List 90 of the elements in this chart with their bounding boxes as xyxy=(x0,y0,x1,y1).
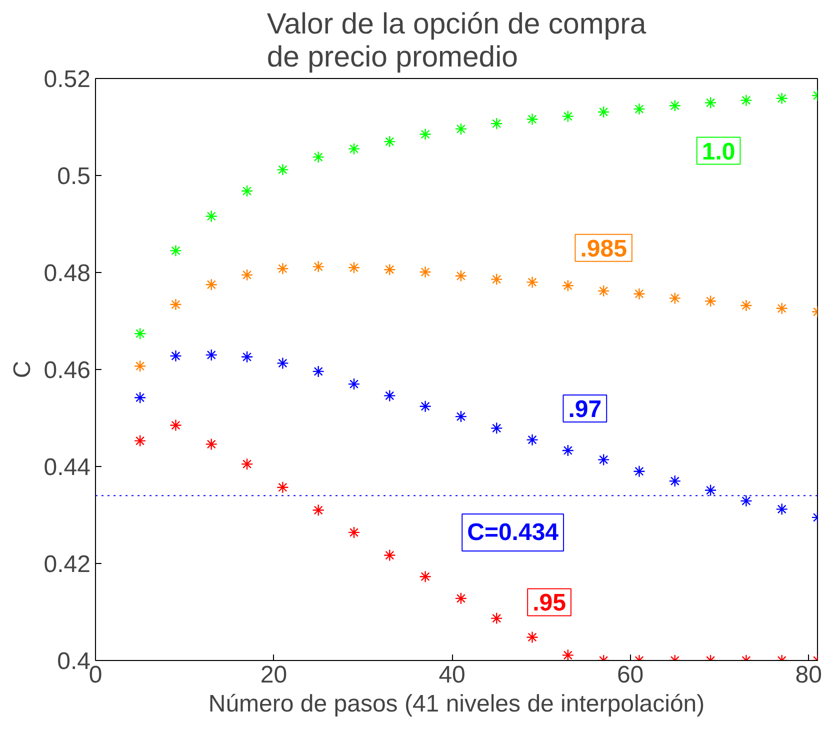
point xyxy=(597,454,610,466)
point xyxy=(668,292,681,304)
chart-title: Valor de la opción de compra de precio promedio xyxy=(266,8,647,74)
x-tick-label: 80 xyxy=(795,662,822,688)
point xyxy=(597,106,610,118)
point xyxy=(776,503,788,516)
point xyxy=(312,150,324,164)
point xyxy=(419,266,432,278)
point xyxy=(170,419,182,432)
point xyxy=(668,100,681,112)
point xyxy=(384,390,396,402)
point xyxy=(454,410,468,423)
x-tick-label: 60 xyxy=(616,662,644,688)
point xyxy=(419,128,432,140)
point xyxy=(562,110,574,122)
point xyxy=(454,122,468,136)
point xyxy=(633,465,646,478)
point xyxy=(740,94,752,106)
point xyxy=(240,184,254,198)
point xyxy=(170,244,182,257)
point xyxy=(205,438,218,450)
y-tick-label: 0.52 xyxy=(44,66,91,93)
point xyxy=(312,260,324,273)
point xyxy=(276,357,289,370)
ref-line-label: C=0.434 xyxy=(467,518,560,546)
point xyxy=(526,276,538,288)
point xyxy=(170,350,182,362)
point xyxy=(633,102,646,116)
point xyxy=(704,484,717,496)
point xyxy=(134,328,146,340)
y-tick-label: 0.46 xyxy=(44,357,91,384)
point xyxy=(312,365,324,378)
y-tick-label: 0.4 xyxy=(57,648,91,675)
point xyxy=(454,270,468,282)
point xyxy=(562,649,574,660)
point xyxy=(205,210,218,222)
point xyxy=(134,434,146,447)
point xyxy=(454,592,468,605)
y-axis-title: C xyxy=(8,360,36,378)
point xyxy=(276,164,289,176)
point xyxy=(490,273,503,286)
point xyxy=(419,570,432,583)
point xyxy=(776,302,788,314)
x-tick-label: 40 xyxy=(438,662,466,688)
point xyxy=(776,92,788,104)
x-tick-label: 20 xyxy=(260,662,288,688)
y-tick-label: 0.44 xyxy=(44,454,91,481)
point xyxy=(384,263,396,276)
point xyxy=(419,400,432,412)
point xyxy=(205,278,218,291)
y-tick-label: 0.42 xyxy=(44,551,91,578)
point xyxy=(490,118,503,130)
point xyxy=(170,298,182,311)
point xyxy=(384,135,396,148)
point xyxy=(526,631,538,644)
point xyxy=(348,142,360,155)
series-label: .97 xyxy=(568,396,602,423)
point xyxy=(312,504,324,516)
point xyxy=(240,268,254,282)
point xyxy=(633,288,646,300)
point xyxy=(597,284,610,298)
point xyxy=(562,279,574,292)
point xyxy=(668,474,681,488)
point xyxy=(134,360,146,372)
series-label: .95 xyxy=(532,590,566,617)
point xyxy=(276,481,289,494)
point xyxy=(134,392,146,404)
point xyxy=(704,96,717,109)
point xyxy=(526,113,538,126)
point xyxy=(240,458,254,470)
series-label: .985 xyxy=(580,235,627,262)
point xyxy=(348,262,360,274)
series-label: 1.0 xyxy=(702,138,736,166)
point xyxy=(276,262,289,275)
point xyxy=(348,526,360,539)
point xyxy=(240,350,254,363)
point xyxy=(704,295,717,308)
point xyxy=(490,612,503,624)
x-tick-label: 0 xyxy=(88,662,102,688)
point xyxy=(562,444,574,457)
point xyxy=(740,299,752,312)
point xyxy=(205,348,218,362)
y-tick-label: 0.5 xyxy=(57,163,91,190)
point xyxy=(740,494,752,508)
y-tick-label: 0.48 xyxy=(44,260,91,287)
x-axis-title: Número de pasos (41 niveles de interpolación) xyxy=(208,690,705,718)
point xyxy=(384,549,396,562)
point xyxy=(490,422,503,434)
point xyxy=(526,434,538,446)
point xyxy=(348,378,360,390)
